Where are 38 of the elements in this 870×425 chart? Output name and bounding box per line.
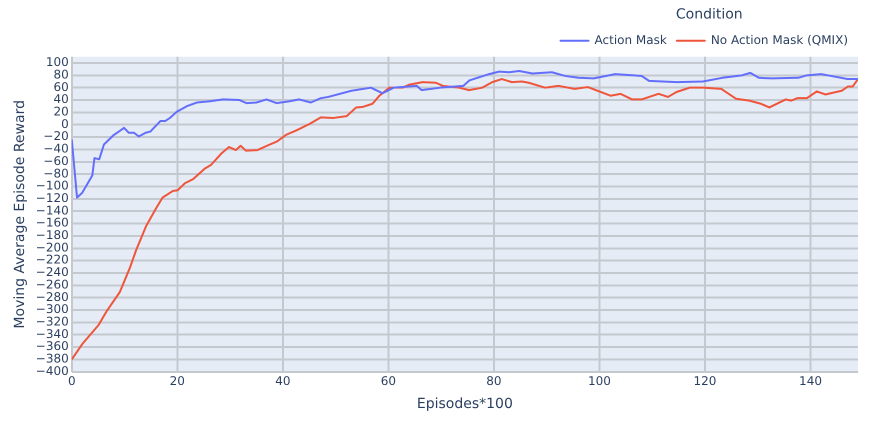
y-tick-label: −140 [36, 203, 69, 218]
legend-label: Action Mask [594, 32, 667, 47]
y-tick-label: −240 [36, 265, 69, 280]
x-tick-label: 60 [380, 374, 396, 388]
y-axis-title: Moving Average Episode Reward [12, 100, 28, 329]
y-tick-label: −80 [43, 166, 69, 180]
x-tick-label: 140 [799, 374, 822, 388]
x-tick-label: 40 [275, 374, 290, 388]
y-tick-label: −380 [36, 352, 69, 366]
y-tick-label: 20 [53, 104, 69, 119]
y-tick-label: −220 [36, 252, 69, 267]
y-tick-label: −260 [36, 277, 69, 292]
y-tick-label: −280 [36, 290, 69, 304]
y-tick-label: 80 [53, 67, 69, 82]
x-tick-label: 120 [694, 374, 716, 388]
x-tick-label: 80 [486, 374, 502, 388]
y-tick-label: 60 [53, 80, 69, 94]
x-tick-label: 20 [170, 374, 185, 388]
y-tick-label: −320 [36, 314, 69, 329]
y-tick-label: −400 [36, 364, 69, 378]
y-tick-label: −20 [43, 129, 69, 144]
y-tick-label: −300 [36, 302, 69, 316]
y-tick-label: −120 [36, 190, 69, 205]
x-axis-title: Episodes*100 [416, 396, 513, 412]
y-tick-label: 100 [46, 55, 69, 70]
y-tick-label: −100 [36, 178, 69, 193]
y-tick-label: 40 [53, 92, 69, 106]
y-tick-label: 0 [61, 116, 69, 131]
y-tick-label: −60 [43, 154, 69, 168]
y-tick-label: −160 [36, 216, 69, 230]
y-tick-label: −340 [36, 326, 69, 341]
y-tick-label: −200 [36, 240, 69, 254]
y-tick-label: −180 [36, 228, 69, 242]
x-tick-label: 100 [588, 374, 611, 388]
legend-title: Condition [676, 6, 743, 23]
y-tick-label: −360 [36, 339, 69, 354]
y-tick-label: −40 [43, 142, 69, 156]
legend-label: No Action Mask (QMIX) [710, 32, 848, 47]
